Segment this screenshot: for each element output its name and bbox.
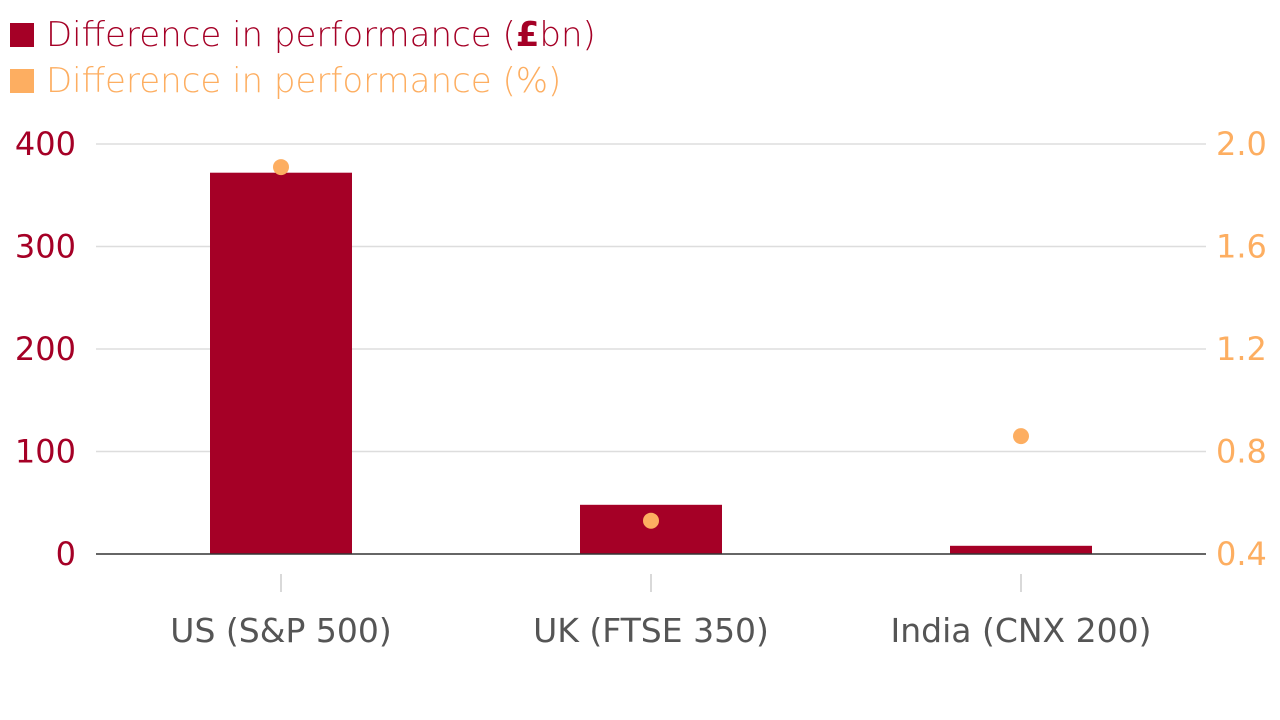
- bar: [950, 545, 1092, 554]
- legend-label-percent: Difference in performance (%): [46, 61, 562, 101]
- y-right-tick-label: 1.6: [1216, 228, 1267, 266]
- y-left-tick-label: 300: [15, 228, 76, 266]
- y-left-tick-label: 100: [15, 433, 76, 471]
- legend-swatch-percent: [10, 69, 34, 93]
- scatter-point: [643, 512, 659, 529]
- legend: Difference in performance (£bn) Differen…: [10, 12, 596, 104]
- scatter-point: [273, 159, 289, 176]
- x-tick-label: US (S&P 500): [170, 611, 391, 650]
- legend-item-percent: Difference in performance (%): [10, 58, 596, 104]
- y-right-tick-label: 0.8: [1216, 433, 1267, 471]
- y-right-tick-label: 1.2: [1216, 330, 1267, 368]
- legend-swatch-gbp: [10, 23, 34, 47]
- legend-item-gbp: Difference in performance (£bn): [10, 12, 596, 58]
- legend-label-gbp: Difference in performance (£bn): [46, 15, 596, 55]
- y-right-tick-label: 0.4: [1216, 535, 1267, 573]
- y-right-tick-label: 2.0: [1216, 125, 1267, 163]
- y-left-tick-label: 200: [15, 330, 76, 368]
- x-tick-label: India (CNX 200): [890, 611, 1151, 650]
- y-left-tick-label: 400: [15, 125, 76, 163]
- bar: [210, 172, 352, 554]
- scatter-point: [1013, 428, 1029, 445]
- bar: [580, 504, 722, 554]
- x-tick-label: UK (FTSE 350): [533, 611, 769, 650]
- y-left-tick-label: 0: [56, 535, 76, 573]
